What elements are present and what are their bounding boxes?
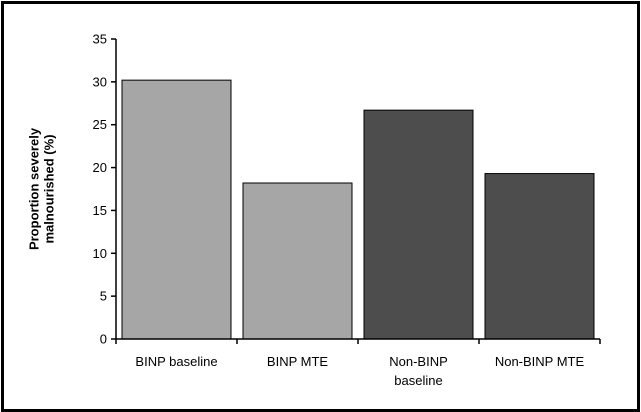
x-category-label-2-line-1: baseline — [394, 373, 442, 388]
bar-1 — [242, 182, 353, 340]
bar-0 — [121, 79, 232, 340]
y-tick-label-3: 15 — [93, 203, 107, 218]
y-tick-label-5: 25 — [93, 117, 107, 132]
x-category-label-3: Non-BINP MTE — [495, 354, 585, 369]
bars — [121, 79, 595, 340]
x-category-label-0: BINP baseline — [135, 354, 217, 369]
y-axis-title: Proportion severely malnourished (%) — [27, 127, 57, 250]
y-tick-label-1: 5 — [100, 289, 107, 304]
y-tick-label-6: 30 — [93, 74, 107, 89]
y-tick-label-2: 10 — [93, 246, 107, 261]
x-category-label-1: BINP MTE — [267, 354, 328, 369]
y-axis-ticks: 0 5 10 15 20 25 30 35 — [93, 32, 116, 347]
y-tick-label-0: 0 — [100, 332, 107, 347]
y-tick-label-7: 35 — [93, 32, 107, 47]
y-axis-title-line-1: malnourished (%) — [42, 134, 57, 243]
x-category-label-2-line-0: Non-BINP — [389, 354, 448, 369]
y-axis-title-line-0: Proportion severely — [27, 127, 42, 250]
x-axis-labels: BINP baseline BINP MTE Non-BINP baseline Non… — [115, 339, 601, 388]
bar-2 — [363, 109, 474, 340]
bar-3 — [484, 173, 595, 340]
y-tick-label-4: 20 — [93, 160, 107, 175]
